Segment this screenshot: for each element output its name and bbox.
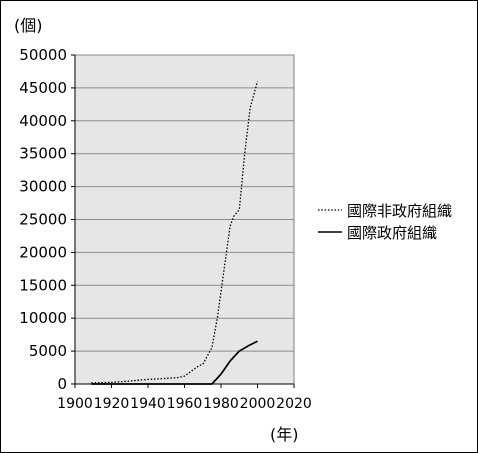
y-tick-label: 20000 — [19, 243, 67, 261]
x-unit-label: (年) — [270, 425, 299, 444]
legend-label-ngo: 國際非政府組織 — [347, 202, 452, 220]
y-tick-label: 5000 — [29, 342, 67, 360]
y-tick-label: 30000 — [19, 178, 67, 196]
x-tick-label: 1960 — [167, 396, 203, 412]
y-tick-label: 40000 — [19, 112, 67, 130]
y-tick-label: 0 — [57, 375, 67, 393]
x-tick-label: 2020 — [276, 396, 312, 412]
x-tick-labels: 1900 1920 1940 1960 1980 2000 2020 — [57, 384, 312, 412]
x-tick-label: 1940 — [130, 396, 166, 412]
legend: 國際非政府組織 國際政府組織 — [318, 202, 452, 242]
y-tick-label: 45000 — [19, 79, 67, 97]
x-tick-label: 1900 — [57, 396, 93, 412]
y-tick-label: 35000 — [19, 145, 67, 163]
series-line-ngo — [91, 81, 259, 384]
y-tick-label: 50000 — [19, 46, 67, 64]
x-tick-label: 1920 — [94, 396, 130, 412]
x-tick-label: 1980 — [203, 396, 239, 412]
x-tick-label: 2000 — [240, 396, 276, 412]
legend-label-igo: 國際政府組織 — [347, 224, 437, 242]
y-unit-label: (個) — [14, 16, 43, 35]
gridlines — [75, 54, 294, 352]
y-tick-label: 25000 — [19, 211, 67, 229]
y-tick-label: 10000 — [19, 309, 67, 327]
y-tick-label: 15000 — [19, 276, 67, 294]
y-tick-labels: 0 5000 10000 15000 20000 25000 30000 35000 40000… — [19, 46, 75, 393]
